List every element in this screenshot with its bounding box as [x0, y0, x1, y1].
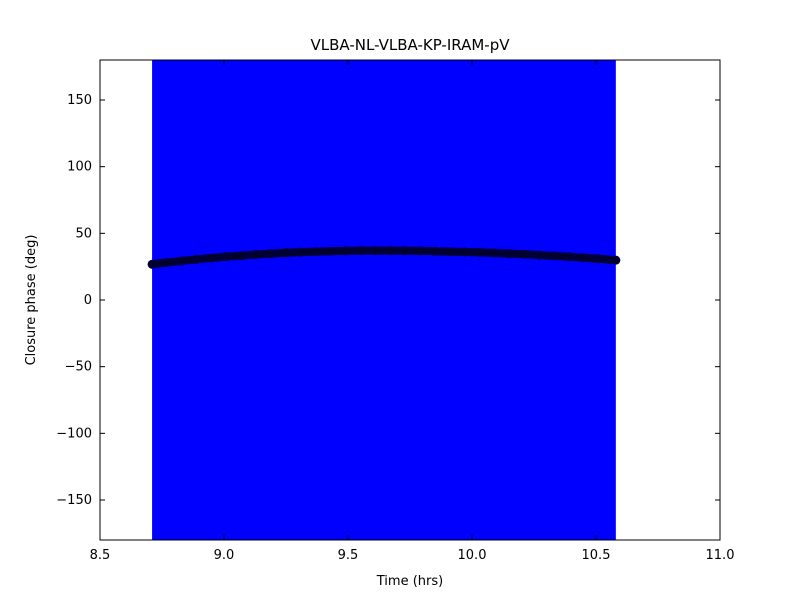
x-axis-label: Time (hrs): [376, 574, 443, 589]
y-axis-label: Closure phase (deg): [24, 235, 39, 366]
data-point: [251, 250, 261, 260]
data-point: [519, 249, 529, 259]
data-point: [311, 247, 321, 257]
plot-generated-content: 8.5 9.0 9.5 10.0 10.5 11.0 −150 −100 −50 0 50 100 15…: [56, 60, 734, 563]
data-point: [430, 246, 440, 256]
data-point: [266, 249, 276, 259]
data-point: [147, 259, 157, 269]
data-point: [326, 246, 336, 256]
data-point: [221, 252, 231, 262]
data-point: [460, 247, 470, 257]
data-point: [564, 252, 574, 262]
data-point: [611, 255, 621, 265]
data-point: [236, 251, 246, 261]
y-tick-label: −150: [56, 493, 92, 508]
x-tick-label: 8.5: [90, 548, 111, 563]
data-point: [400, 246, 410, 256]
data-point: [534, 250, 544, 260]
data-point: [445, 247, 455, 257]
y-tick-label: 150: [67, 93, 92, 108]
x-tick-label: 10.5: [582, 548, 611, 563]
y-tick-label: 100: [67, 160, 92, 175]
y-tick-label: 0: [84, 293, 92, 308]
data-point: [385, 246, 395, 256]
x-tick-label: 9.0: [214, 548, 235, 563]
y-tick-label: −50: [65, 360, 92, 375]
x-tick-label: 10.0: [458, 548, 487, 563]
data-point: [281, 248, 291, 258]
data-point: [415, 246, 425, 256]
data-point: [579, 253, 589, 263]
data-point: [504, 249, 514, 259]
x-tick-label: 11.0: [706, 548, 735, 563]
data-point: [341, 246, 351, 256]
data-point: [296, 247, 306, 257]
chart-title: VLBA-NL-VLBA-KP-IRAM-pV: [311, 36, 511, 54]
data-point: [593, 254, 603, 264]
y-tick-label: −100: [56, 426, 92, 441]
data-point: [162, 258, 172, 268]
data-point: [474, 247, 484, 257]
x-tick-label: 9.5: [338, 548, 359, 563]
error-band: [152, 60, 616, 540]
data-point: [370, 246, 380, 256]
data-point: [549, 251, 559, 261]
data-point: [177, 256, 187, 266]
y-tick-label: 50: [75, 226, 92, 241]
data-point: [355, 246, 365, 256]
axes-frame: [99, 59, 721, 541]
data-point: [207, 253, 217, 263]
data-point: [192, 254, 202, 264]
data-point: [489, 248, 499, 258]
